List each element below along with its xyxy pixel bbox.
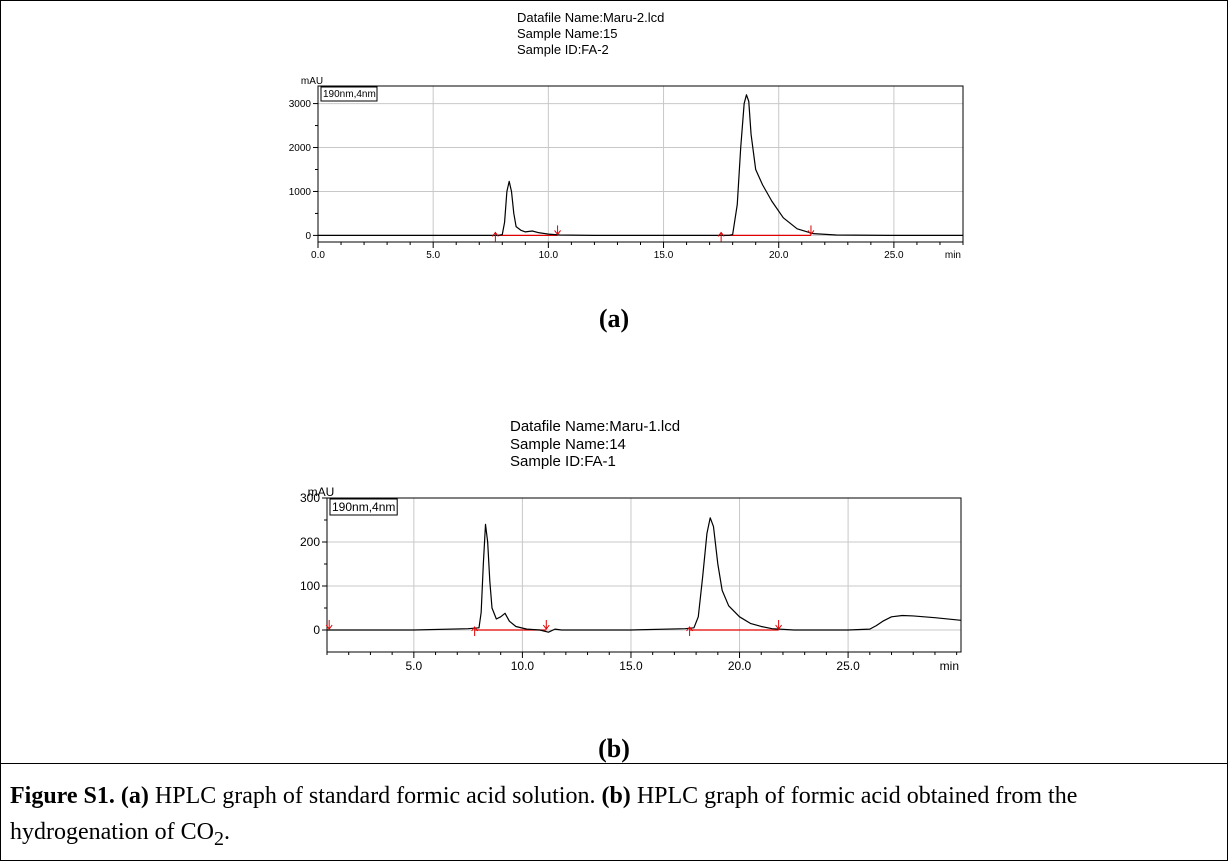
chart-a-y-tick-label: 1000 xyxy=(289,187,312,198)
chart-a-header: Datafile Name:Maru-2.lcd Sample Name:15 … xyxy=(517,10,664,58)
panel-a-label: (a) xyxy=(598,304,630,333)
chart-b-sample-name: Sample Name:14 xyxy=(510,435,626,453)
chart-a: 0.0 5.0 10.0 15.0 20.0 25.0 min 0 1000 2000 3000 mA… xyxy=(289,76,964,261)
chart-a-y-tick-label: 2000 xyxy=(289,143,312,154)
chart-b-x-tick-label: 25.0 xyxy=(836,659,860,673)
chart-b-y-tick-label: 300 xyxy=(300,491,320,505)
chart-b-integration-mark-head xyxy=(471,626,479,632)
chart-b-integration-mark xyxy=(325,620,333,630)
chart-b-legend-box xyxy=(329,498,398,516)
chart-a-integration-mark-head xyxy=(807,230,815,236)
chart-b-x-tick-label: 20.0 xyxy=(728,659,752,673)
chart-a-datafile-name: Datafile Name:Maru-2.lcd xyxy=(517,10,665,25)
chart-b-x-tick-label: 15.0 xyxy=(619,659,643,673)
chart-a-x-tick-label: 0.0 xyxy=(311,250,325,261)
panel-b-label: (b) xyxy=(598,734,630,763)
chart-b-series-line xyxy=(327,517,962,633)
chart-a-integration-mark xyxy=(491,231,499,242)
chart-a-sample-name: Sample Name:15 xyxy=(517,25,618,41)
chart-a-x-tick-label: 25.0 xyxy=(884,250,904,261)
chart-b-integration-mark xyxy=(775,620,783,630)
chart-b-datafile-name: Datafile Name:Maru-1.lcd xyxy=(510,418,681,435)
chart-a-x-tick-label: 10.0 xyxy=(539,250,559,261)
chart-b-integration-mark xyxy=(471,626,479,636)
chart-b-integration-mark xyxy=(542,620,550,630)
chart-b-integration-mark-head xyxy=(325,624,333,630)
chart-b-x-tick-label: 5.0 xyxy=(406,659,423,673)
chart-b-x-tick-label: 10.0 xyxy=(511,659,535,673)
chart-a-series-line xyxy=(318,94,963,237)
figure-caption: Figure S1. (a) HPLC graph of standard fo… xyxy=(10,778,1220,854)
caption-part-a-text: HPLC graph of standard formic acid solut… xyxy=(148,783,602,809)
caption-part-a-marker: (a) xyxy=(120,783,149,809)
chart-b-x-axis-label: min xyxy=(940,659,959,673)
chart-a-integration-mark-head xyxy=(717,231,725,237)
chart-b-y-tick-label: 0 xyxy=(313,623,320,637)
chart-a-x-tick-label: 5.0 xyxy=(426,250,440,261)
chart-a-integration-mark-head xyxy=(554,230,561,236)
caption-figure-number: Figure S1. xyxy=(10,783,115,809)
chart-b-sample-id: Sample ID:FA-1 xyxy=(510,453,616,471)
chart-a-x-tick-label: 15.0 xyxy=(654,250,674,261)
chart-a-integration-mark-head xyxy=(491,231,499,237)
chart-a-legend-box xyxy=(320,86,378,102)
caption-subscript: 2 xyxy=(213,827,224,850)
chart-b-y-axis-label: mAU xyxy=(308,485,335,499)
chart-b-y-tick-label: 200 xyxy=(300,535,320,549)
chart-a-y-axis-label: mAU xyxy=(301,76,323,87)
chart-b-legend-text: 190nm,4nm xyxy=(332,500,395,514)
chart-b-integration-mark-head xyxy=(542,624,550,630)
chart-b-plot-area xyxy=(326,497,962,653)
chart-a-x-axis-label: min xyxy=(945,250,961,261)
chart-b-integration-mark-head xyxy=(686,626,693,632)
chart-a-integration-mark xyxy=(807,225,815,236)
caption-part-b-text: HPLC graph of formic acid obtained from … xyxy=(10,783,1078,845)
chart-a-integration-mark xyxy=(554,225,561,236)
chart-b-integration-mark xyxy=(686,626,693,636)
chart-a-sample-id: Sample ID:FA-2 xyxy=(517,41,609,57)
chart-b-header: Datafile Name:Maru-1.lcd Sample Name:14 … xyxy=(510,418,680,471)
chart-a-legend-text: 190nm,4nm xyxy=(323,89,376,100)
caption-part-b-marker: (b) xyxy=(601,783,631,809)
chart-b: 5.0 10.0 15.0 20.0 25.0 min 0 100 200 300mAU190nm… xyxy=(300,485,962,673)
chart-b-integration-mark-head xyxy=(775,624,783,630)
chart-a-x-tick-label: 20.0 xyxy=(769,250,789,261)
caption-end: . xyxy=(223,819,230,845)
chart-a-y-tick-label: 3000 xyxy=(289,99,312,110)
chart-a-y-tick-label: 0 xyxy=(305,231,311,242)
chart-b-y-tick-label: 100 xyxy=(300,579,320,593)
chart-a-integration-mark xyxy=(717,231,725,242)
